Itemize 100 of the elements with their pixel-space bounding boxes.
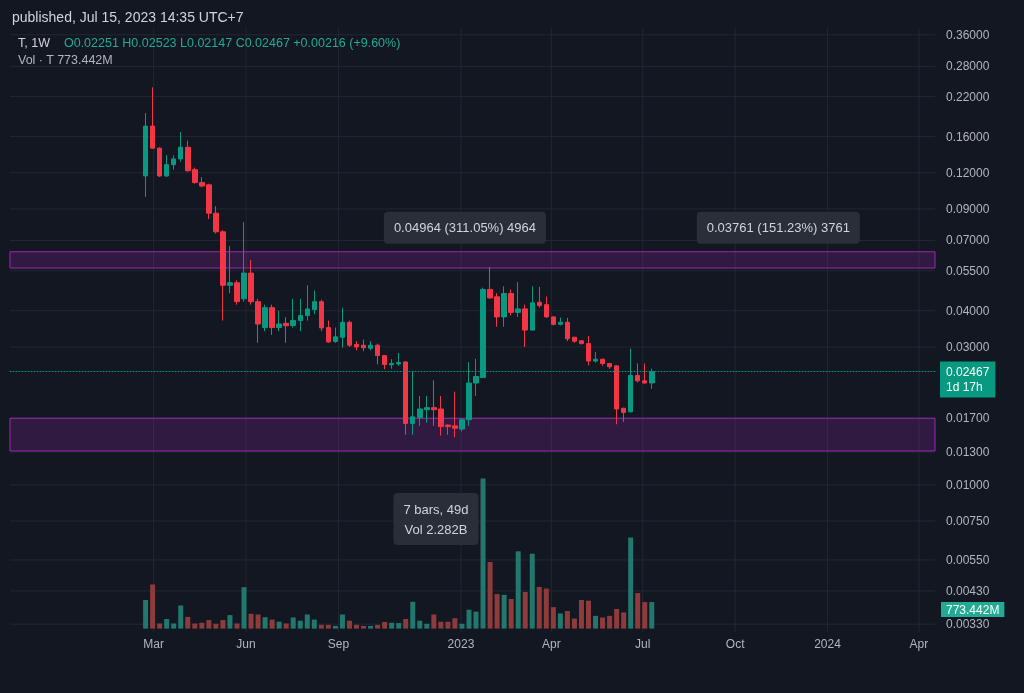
y-tick-label: 0.00330 xyxy=(946,617,990,632)
bar xyxy=(649,602,655,629)
bar xyxy=(150,584,156,629)
bar xyxy=(578,599,584,629)
bar xyxy=(628,537,634,629)
bar xyxy=(403,619,409,629)
candlestick xyxy=(157,146,162,178)
bar xyxy=(487,562,493,629)
candlestick xyxy=(319,299,324,332)
y-tick-label: 0.01000 xyxy=(946,477,990,492)
bar xyxy=(157,623,163,629)
candlestick xyxy=(551,316,556,326)
candlestick xyxy=(340,307,345,349)
candlestick xyxy=(635,362,640,383)
y-tick-label: 0.12000 xyxy=(946,165,990,180)
x-tick-label: 2023 xyxy=(447,637,475,651)
bar xyxy=(424,623,430,629)
candlestick xyxy=(368,340,373,351)
candlestick xyxy=(389,358,394,370)
candlestick xyxy=(515,281,521,318)
bar xyxy=(192,623,198,629)
candlestick xyxy=(150,86,155,150)
bar xyxy=(283,623,289,629)
bar xyxy=(227,615,233,629)
bar xyxy=(543,588,549,629)
candlestick xyxy=(262,304,268,332)
bar xyxy=(368,625,374,629)
bar xyxy=(635,593,641,629)
annotation: Vol · T 773.442M xyxy=(18,53,113,67)
candlestick xyxy=(396,352,401,367)
y-tick-label: 0.03000 xyxy=(946,339,990,354)
y-tick-label: 0.01300 xyxy=(946,444,990,459)
candlestick xyxy=(579,339,584,345)
bar xyxy=(339,614,345,629)
bar xyxy=(438,621,444,629)
x-tick-label: Jun xyxy=(236,637,256,651)
annotation: 0.03761 (151.23%) 3761 xyxy=(706,220,850,236)
bar xyxy=(143,599,149,629)
bar xyxy=(522,592,528,629)
bar xyxy=(297,620,303,629)
y-tick-label: 0.36000 xyxy=(946,27,990,42)
bar xyxy=(206,620,212,629)
bar xyxy=(614,608,620,629)
bar xyxy=(262,617,268,629)
bar xyxy=(325,624,331,629)
bar xyxy=(290,617,296,629)
bar xyxy=(269,619,275,629)
x-tick-label: Apr xyxy=(909,637,929,651)
candlestick xyxy=(269,304,275,336)
candlestick xyxy=(276,310,282,332)
y-tick-label: 0.07000 xyxy=(946,233,990,248)
annotation: 0.04964 (311.05%) 4964 xyxy=(393,220,537,236)
candlestick xyxy=(642,362,647,385)
candlestick xyxy=(530,285,535,331)
bar xyxy=(515,551,521,629)
bar xyxy=(571,618,577,629)
bar xyxy=(452,618,458,629)
candlestick xyxy=(593,351,598,363)
bar xyxy=(508,598,514,629)
candlestick xyxy=(614,364,619,425)
bar xyxy=(621,612,627,629)
bar xyxy=(213,623,219,629)
text: T, 1W xyxy=(18,36,50,50)
bar xyxy=(276,621,282,629)
x-tick-label: Oct xyxy=(725,637,746,651)
bar xyxy=(480,478,486,629)
candlestick xyxy=(171,154,176,171)
y-tick-label: 0.05500 xyxy=(946,263,990,278)
candlestick xyxy=(537,286,542,309)
bar xyxy=(473,611,479,629)
candlestick xyxy=(333,327,338,344)
y-tick-label: 0.00550 xyxy=(946,552,990,567)
bar xyxy=(607,615,613,629)
candlestick xyxy=(586,335,591,366)
candlestick xyxy=(508,288,514,317)
candlestick xyxy=(565,317,570,342)
text: 773.442M xyxy=(946,603,1000,618)
bar xyxy=(220,620,226,629)
bar xyxy=(557,613,563,629)
bar xyxy=(459,623,465,629)
y-tick-label: 0.01700 xyxy=(946,411,990,426)
bar xyxy=(354,624,359,629)
bar xyxy=(389,622,395,629)
candlestick xyxy=(600,358,605,367)
bar xyxy=(361,625,367,629)
chart-title: published, Jul 15, 2023 14:35 UTC+7 xyxy=(12,9,244,25)
x-tick-label: Sep xyxy=(327,637,350,651)
x-tick-label: Mar xyxy=(143,637,164,651)
bar xyxy=(375,624,381,629)
bar xyxy=(199,622,205,629)
x-tick-label: Jul xyxy=(635,637,651,651)
candlestick xyxy=(607,362,612,370)
annotation: O0.02251 H0.02523 L0.02147 C0.02467 +0.00216 (+9.60%) xyxy=(63,36,401,50)
x-tick-label: 2024 xyxy=(814,637,842,651)
candlestick xyxy=(544,296,549,319)
y-tick-label: 0.16000 xyxy=(946,129,990,144)
bar xyxy=(466,609,472,629)
bar xyxy=(346,620,352,629)
bar xyxy=(564,611,570,629)
candlestick xyxy=(375,343,380,365)
